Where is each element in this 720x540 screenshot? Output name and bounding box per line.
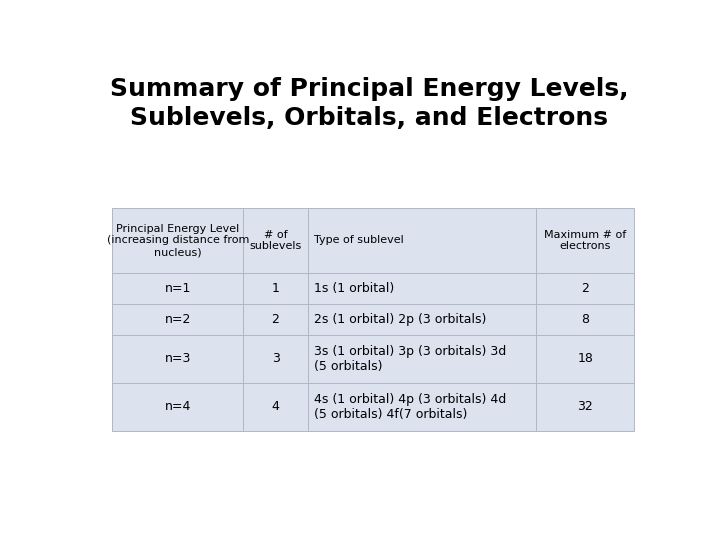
Text: n=3: n=3 xyxy=(165,353,191,366)
Bar xyxy=(112,304,243,335)
Bar xyxy=(112,383,243,431)
Bar xyxy=(307,335,536,383)
Bar xyxy=(307,208,536,273)
Bar xyxy=(243,273,307,304)
Bar xyxy=(112,335,243,383)
Text: 2s (1 orbital) 2p (3 orbitals): 2s (1 orbital) 2p (3 orbitals) xyxy=(315,313,487,326)
Bar xyxy=(536,208,634,273)
Bar xyxy=(536,273,634,304)
Bar xyxy=(243,208,307,273)
Text: 3s (1 orbital) 3p (3 orbitals) 3d
(5 orbitals): 3s (1 orbital) 3p (3 orbitals) 3d (5 orb… xyxy=(315,345,507,373)
Text: 32: 32 xyxy=(577,400,593,413)
Text: 3: 3 xyxy=(271,353,279,366)
Text: n=2: n=2 xyxy=(165,313,191,326)
Text: # of
sublevels: # of sublevels xyxy=(249,230,302,251)
Text: 4: 4 xyxy=(271,400,279,413)
Bar xyxy=(243,383,307,431)
Text: Type of sublevel: Type of sublevel xyxy=(315,235,404,246)
Bar xyxy=(307,383,536,431)
Text: 18: 18 xyxy=(577,353,593,366)
Text: 1: 1 xyxy=(271,282,279,295)
Text: 8: 8 xyxy=(581,313,589,326)
Bar xyxy=(536,304,634,335)
Bar xyxy=(112,208,243,273)
Text: 1s (1 orbital): 1s (1 orbital) xyxy=(315,282,395,295)
Text: 2: 2 xyxy=(581,282,589,295)
Text: 4s (1 orbital) 4p (3 orbitals) 4d
(5 orbitals) 4f(7 orbitals): 4s (1 orbital) 4p (3 orbitals) 4d (5 orb… xyxy=(315,393,507,421)
Text: Summary of Principal Energy Levels,
Sublevels, Orbitals, and Electrons: Summary of Principal Energy Levels, Subl… xyxy=(109,77,629,130)
Text: n=1: n=1 xyxy=(165,282,191,295)
Text: 2: 2 xyxy=(271,313,279,326)
Bar xyxy=(112,273,243,304)
Bar xyxy=(243,335,307,383)
Text: Principal Energy Level
(increasing distance from
nucleus): Principal Energy Level (increasing dista… xyxy=(107,224,249,257)
Bar xyxy=(536,335,634,383)
Bar xyxy=(307,273,536,304)
Text: n=4: n=4 xyxy=(165,400,191,413)
Text: Maximum # of
electrons: Maximum # of electrons xyxy=(544,230,626,251)
Bar xyxy=(307,304,536,335)
Bar xyxy=(536,383,634,431)
Bar xyxy=(243,304,307,335)
